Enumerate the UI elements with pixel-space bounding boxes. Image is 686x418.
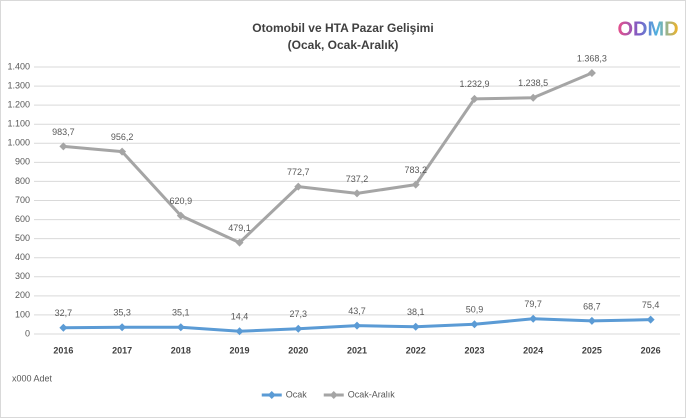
data-label: 50,9 <box>466 305 484 315</box>
y-tick-label: 1.200 <box>7 100 30 110</box>
point-marker <box>294 182 303 191</box>
x-tick-label: 2016 <box>53 345 73 355</box>
x-tick-label: 2023 <box>464 345 484 355</box>
point-marker <box>294 324 303 333</box>
data-label: 737,2 <box>346 174 369 184</box>
point-marker <box>235 327 244 336</box>
chart-title: Otomobil ve HTA Pazar Gelişimi <box>252 21 433 35</box>
point-marker <box>646 315 655 324</box>
point-marker <box>176 211 185 220</box>
data-label: 79,7 <box>524 299 542 309</box>
point-marker <box>176 323 185 332</box>
y-tick-label: 1.300 <box>7 80 30 90</box>
data-label: 1.368,3 <box>577 53 607 63</box>
point-marker <box>353 321 361 330</box>
data-label: 479,1 <box>228 223 251 233</box>
data-label: 68,7 <box>583 301 601 311</box>
data-label: 1.232,9 <box>459 79 489 89</box>
data-label: 38,1 <box>407 307 425 317</box>
point-marker <box>353 189 361 198</box>
logo: ODMD <box>617 18 678 40</box>
point-marker <box>118 147 127 156</box>
y-tick-label: 300 <box>15 271 30 281</box>
y-tick-label: 900 <box>15 157 30 167</box>
data-label: 14,4 <box>231 312 249 322</box>
y-tick-label: 500 <box>15 233 30 243</box>
y-tick-label: 600 <box>15 214 30 224</box>
data-label: 32,7 <box>55 308 73 318</box>
x-tick-label: 2019 <box>230 345 250 355</box>
legend-marker <box>329 391 338 399</box>
x-tick-label: 2018 <box>171 345 191 355</box>
data-label: 35,1 <box>172 308 190 318</box>
y-tick-label: 1.400 <box>7 61 30 71</box>
point-marker <box>118 323 127 332</box>
x-tick-label: 2021 <box>347 345 367 355</box>
legend-label: Ocak <box>286 389 308 399</box>
legend-marker <box>267 391 276 399</box>
y-tick-label: 800 <box>15 176 30 186</box>
y-tick-label: 400 <box>15 252 30 262</box>
point-marker <box>235 238 244 247</box>
series-line <box>63 71 593 245</box>
data-label: 35,3 <box>113 308 131 318</box>
data-label: 772,7 <box>287 167 310 177</box>
point-marker <box>59 323 68 332</box>
point-marker <box>529 93 538 102</box>
point-marker <box>470 320 479 329</box>
data-label: 75,4 <box>642 300 660 310</box>
x-tick-label: 2026 <box>641 345 661 355</box>
legend-label: Ocak-Aralık <box>348 389 396 399</box>
point-marker <box>587 69 596 78</box>
y-tick-label: 1.000 <box>7 138 30 148</box>
chart-subtitle: (Ocak, Ocak-Aralık) <box>288 38 399 52</box>
data-label: 983,7 <box>52 127 75 137</box>
data-label: 43,7 <box>348 306 366 316</box>
point-marker <box>529 314 538 323</box>
point-marker <box>587 316 596 325</box>
data-label: 27,3 <box>290 309 308 319</box>
y-tick-label: 1.100 <box>7 119 30 129</box>
point-marker <box>411 322 420 331</box>
data-label: 620,9 <box>170 196 193 206</box>
data-label: 783,2 <box>404 165 427 175</box>
y-tick-label: 200 <box>15 290 30 300</box>
data-label: 956,2 <box>111 132 134 142</box>
data-label: 1.238,5 <box>518 78 548 88</box>
point-marker <box>59 142 68 151</box>
x-tick-label: 2025 <box>582 345 602 355</box>
y-tick-label: 700 <box>15 195 30 205</box>
x-tick-label: 2022 <box>406 345 426 355</box>
y-tick-label: 100 <box>15 309 30 319</box>
y-tick-label: 0 <box>25 328 30 338</box>
x-tick-label: 2024 <box>523 345 543 355</box>
x-tick-label: 2017 <box>112 345 132 355</box>
point-marker <box>411 180 420 189</box>
x-tick-label: 2020 <box>288 345 308 355</box>
note: x000 Adet <box>12 373 53 383</box>
point-marker <box>470 94 479 103</box>
